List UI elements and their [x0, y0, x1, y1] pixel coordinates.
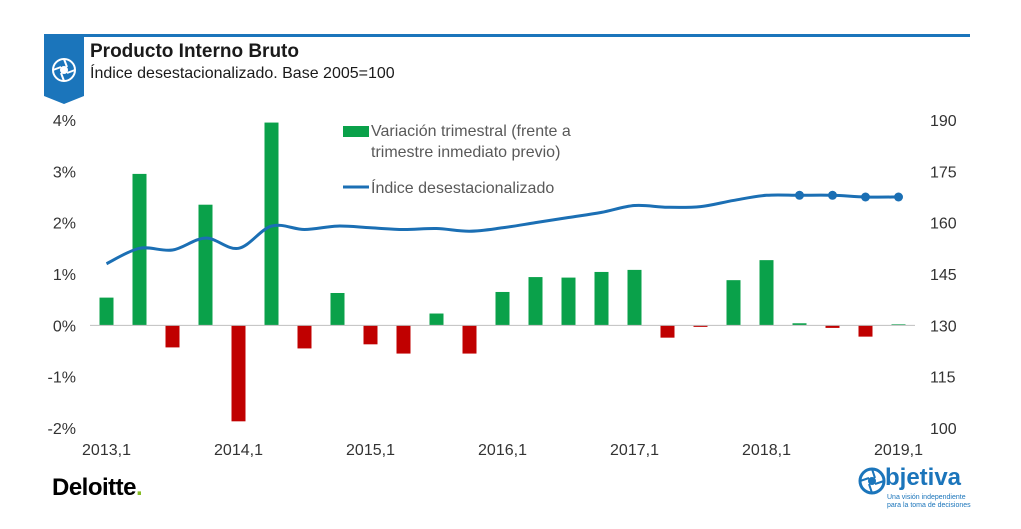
- bar-2013,4: [198, 204, 213, 326]
- x-tick-label: 2019,1: [874, 442, 923, 459]
- bar-2016,2: [528, 277, 543, 326]
- left-tick-label: 3%: [53, 164, 76, 181]
- aperture-icon: [52, 58, 76, 82]
- legend-bar-label-line1: Variación trimestral (frente a: [371, 123, 571, 140]
- x-tick-label: 2018,1: [742, 442, 791, 459]
- bar-2018,1: [759, 260, 774, 326]
- index-line-series: [105, 193, 899, 266]
- bar-2019,1: [891, 324, 906, 326]
- bar-2018,2: [792, 323, 807, 326]
- left-tick-label: -2%: [48, 421, 76, 438]
- bar-2017,3: [693, 325, 708, 327]
- bar-2014,2: [264, 122, 279, 326]
- right-tick-label: 130: [930, 318, 957, 335]
- left-axis-ticks: 4% 3% 2% 1% 0% -1% -2%: [48, 113, 76, 438]
- x-tick-label: 2014,1: [214, 442, 263, 459]
- right-tick-label: 160: [930, 216, 957, 233]
- left-tick-label: 1%: [53, 267, 76, 284]
- x-tick-label: 2017,1: [610, 442, 659, 459]
- index-marker-2019,1: [894, 192, 903, 202]
- header-rule: [44, 34, 970, 37]
- forecast-markers: [795, 190, 903, 202]
- bar-2014,1: [231, 325, 246, 422]
- page-subtitle: Índice desestacionalizado. Base 2005=100: [90, 65, 395, 82]
- left-tick-label: -1%: [48, 370, 76, 387]
- bar-2013,3: [165, 325, 180, 348]
- right-tick-label: 145: [930, 267, 957, 284]
- right-tick-label: 100: [930, 421, 957, 438]
- right-axis-ticks: 190 175 160 145 130 115 100: [930, 113, 957, 438]
- bar-2017,1: [627, 269, 642, 326]
- x-axis-ticks: 2013,1 2014,1 2015,1 2016,1 2017,1 2018,1 2019…: [82, 442, 923, 459]
- aperture-icon: [858, 467, 886, 495]
- deloitte-logo: Deloitte.: [52, 474, 143, 501]
- index-marker-2018,3: [828, 190, 837, 200]
- bar-2018,4: [858, 325, 873, 337]
- header-badge: [44, 34, 84, 104]
- bar-2017,2: [660, 325, 675, 338]
- page-title: Producto Interno Bruto: [90, 41, 299, 62]
- bar-2016,3: [561, 277, 576, 326]
- bar-2015,4: [462, 325, 477, 354]
- left-tick-label: 0%: [53, 318, 76, 335]
- index-marker-2018,2: [795, 190, 804, 200]
- bar-series: [99, 122, 906, 422]
- right-tick-label: 175: [930, 164, 957, 181]
- legend-bar-label-line2: trimestre inmediato previo): [371, 144, 560, 161]
- objetiva-wordmark: bjetiva: [885, 464, 962, 491]
- bar-2017,4: [726, 280, 741, 326]
- bar-2014,4: [330, 292, 345, 326]
- x-tick-label: 2015,1: [346, 442, 395, 459]
- bar-2016,4: [594, 271, 609, 326]
- bar-2018,3: [825, 325, 840, 328]
- legend: Variación trimestral (frente a trimestre…: [343, 123, 571, 197]
- left-tick-label: 2%: [53, 216, 76, 233]
- index-marker-2018,4: [861, 192, 870, 202]
- x-tick-label: 2013,1: [82, 442, 131, 459]
- bar-2013,1: [99, 297, 114, 326]
- objetiva-tagline: Una visión independiente para la toma de…: [887, 494, 971, 509]
- x-tick-label: 2016,1: [478, 442, 527, 459]
- bar-2014,3: [297, 325, 312, 349]
- bar-2016,1: [495, 291, 510, 326]
- legend-line-label: Índice desestacionalizado: [371, 178, 554, 197]
- right-tick-label: 190: [930, 113, 957, 130]
- bar-2015,2: [396, 325, 411, 354]
- bar-2015,3: [429, 313, 444, 326]
- right-tick-label: 115: [930, 370, 956, 387]
- legend-bar-swatch: [343, 126, 369, 137]
- left-tick-label: 4%: [53, 113, 76, 130]
- bar-2015,1: [363, 325, 378, 345]
- objetiva-logo: bjetiva Una visión independiente para la…: [855, 464, 975, 514]
